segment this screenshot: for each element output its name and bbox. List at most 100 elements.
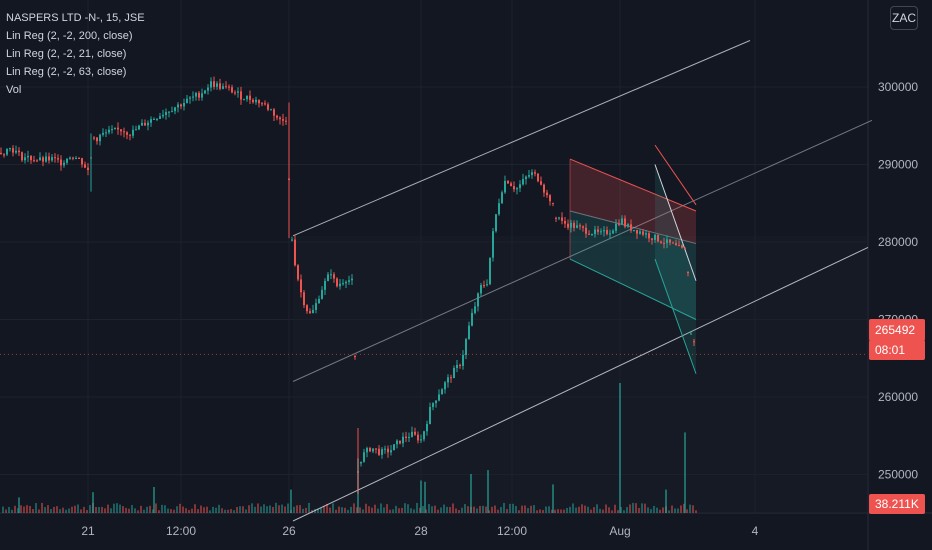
volume-bar <box>248 505 250 513</box>
candle-body <box>297 265 299 280</box>
legend-linreg-200[interactable]: Lin Reg (2, -2, 200, close) <box>6 30 133 42</box>
x-tick-label: 12:00 <box>497 524 527 538</box>
volume-bar <box>140 505 142 513</box>
volume-bar <box>299 505 301 513</box>
candle-body <box>543 184 545 193</box>
candle-body <box>324 280 326 290</box>
volume-bar <box>524 505 526 513</box>
x-tick-label: 28 <box>414 524 428 538</box>
candle-body <box>564 220 566 224</box>
volume-bar <box>557 509 559 513</box>
linreg-21-lower <box>654 258 697 374</box>
volume-bar <box>359 507 361 513</box>
linreg-21-red <box>654 144 697 206</box>
candle-body <box>87 167 89 171</box>
volume-bar <box>374 504 376 513</box>
volume-bar <box>695 510 697 513</box>
volume-bar <box>281 504 283 513</box>
candle-body <box>186 98 188 104</box>
volume-bar <box>35 503 37 513</box>
candle-body <box>519 184 521 189</box>
candle-body <box>285 120 287 122</box>
candle-body <box>492 231 494 258</box>
linreg-21-upper <box>654 164 697 281</box>
candle-body <box>174 107 176 112</box>
volume-bar <box>143 509 145 513</box>
volume-bar <box>302 508 304 513</box>
candle-body <box>633 229 635 231</box>
candle-body <box>471 312 473 326</box>
volume-bar <box>434 505 436 513</box>
y-tick-label: 300000 <box>878 80 918 94</box>
candle-body <box>276 115 278 118</box>
candle-body <box>603 230 605 232</box>
candle-body <box>195 92 197 97</box>
candle-body <box>231 87 233 93</box>
candle-body <box>135 129 137 131</box>
volume-bar <box>14 505 16 513</box>
candle-body <box>585 227 587 234</box>
candle-body <box>399 440 401 444</box>
candle-body <box>345 281 347 284</box>
volume-bar <box>692 505 694 513</box>
volume-bar <box>452 503 454 513</box>
volume-bar <box>437 509 439 513</box>
candle-body <box>663 242 665 244</box>
volume-bar <box>458 510 460 513</box>
volume-bar <box>176 506 178 513</box>
volume-bar <box>623 510 625 513</box>
candle-body <box>234 92 236 94</box>
candle-body <box>588 233 590 235</box>
chart-legend: NASPERS LTD -N-, 15, JSE Lin Reg (2, -2,… <box>6 9 145 99</box>
candle-body <box>636 229 638 234</box>
volume-spike <box>552 484 554 513</box>
candle-body <box>525 176 527 180</box>
candle-body <box>177 104 179 108</box>
currency-button[interactable]: ZAC <box>890 6 918 30</box>
candle-body <box>213 81 215 87</box>
volume-bar <box>257 503 259 513</box>
x-tick-label: 21 <box>81 524 95 538</box>
volume-bar <box>74 505 76 513</box>
legend-symbol[interactable]: NASPERS LTD -N-, 15, JSE <box>6 12 145 24</box>
candle-body <box>18 150 20 153</box>
candle-body <box>348 280 350 282</box>
volume-value-tag: 38.211K <box>869 494 925 514</box>
candle-body <box>168 111 170 113</box>
candle-body <box>687 271 689 274</box>
volume-bar <box>689 504 691 513</box>
volume-bar <box>563 509 565 513</box>
candle-body <box>60 159 62 166</box>
candle-body <box>327 274 329 281</box>
volume-bar <box>203 507 205 513</box>
volume-bar <box>68 508 70 513</box>
legend-volume[interactable]: Vol <box>6 84 22 96</box>
linreg-63-lower <box>569 258 697 320</box>
volume-bar <box>275 502 277 513</box>
volume-bar <box>239 506 241 513</box>
candle-body <box>630 224 632 231</box>
candle-body <box>423 431 425 440</box>
volume-bar <box>284 506 286 513</box>
volume-bar <box>548 506 550 513</box>
volume-bar <box>362 509 364 513</box>
volume-bar <box>584 505 586 513</box>
candle-body <box>450 377 452 379</box>
volume-bar <box>503 502 505 513</box>
candle-body <box>366 448 368 453</box>
volume-bar <box>389 509 391 513</box>
candle-body <box>609 233 611 235</box>
volume-bar <box>554 509 556 513</box>
channel-background <box>293 235 868 514</box>
candle-body <box>456 364 458 368</box>
legend-linreg-21[interactable]: Lin Reg (2, -2, 21, close) <box>6 48 127 60</box>
candle-body <box>612 230 614 234</box>
volume-bar <box>590 509 592 513</box>
candle-body <box>639 231 641 234</box>
x-tick-label: 4 <box>752 524 759 538</box>
candle-body <box>363 452 365 462</box>
candle-body <box>156 118 158 120</box>
legend-linreg-63[interactable]: Lin Reg (2, -2, 63, close) <box>6 66 127 78</box>
volume-bar <box>659 509 661 513</box>
